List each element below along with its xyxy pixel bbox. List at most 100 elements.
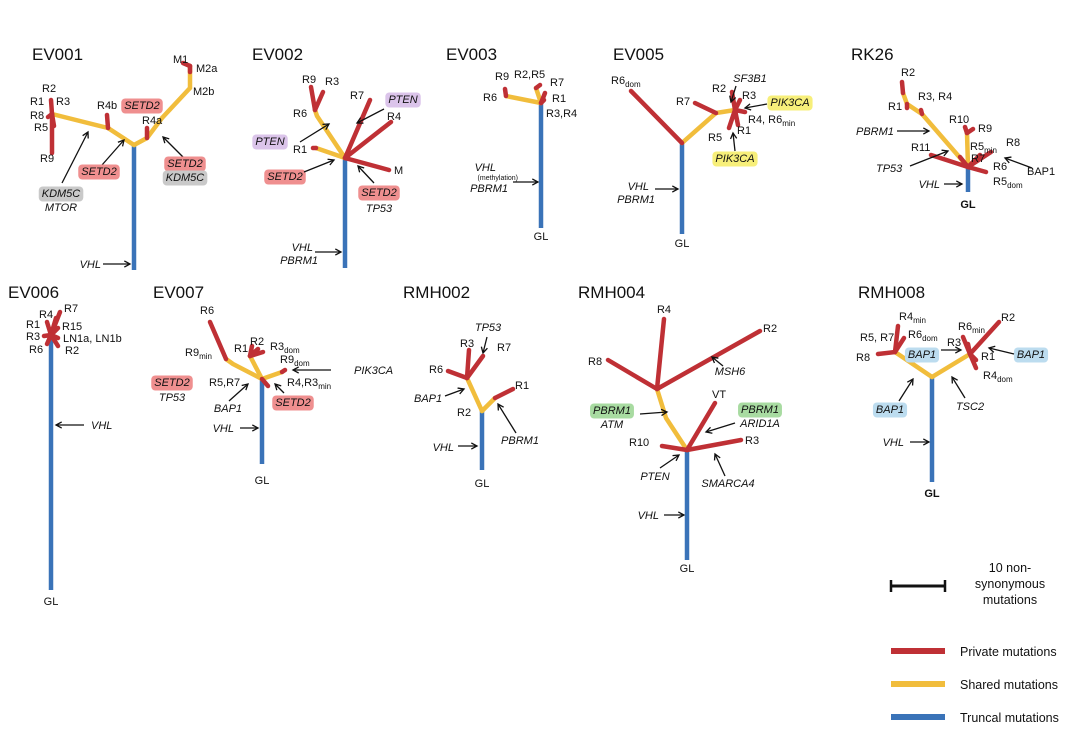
gene-label: PTEN: [640, 471, 669, 483]
legend-label: Shared mutations: [960, 678, 1058, 692]
private-branch: [684, 437, 744, 453]
gene-label: TP53: [366, 203, 393, 215]
tree-title: EV006: [8, 283, 59, 302]
private-branch: [654, 328, 763, 392]
arrowhead: [291, 366, 300, 374]
branch-label: R3: [745, 435, 759, 447]
arrowhead: [987, 345, 996, 353]
arrowhead: [251, 424, 260, 432]
private-branch: [538, 97, 547, 106]
private-branch: [48, 97, 55, 117]
branch-label: R1: [888, 101, 902, 113]
private-branch: [692, 100, 719, 116]
gene-highlight: [872, 402, 908, 418]
shared-branch: [654, 386, 690, 453]
branch-label: GL: [960, 199, 976, 211]
arrowhead: [355, 117, 364, 124]
private-branch: [875, 349, 898, 357]
gene-label: ARID1A: [739, 418, 780, 430]
gene-label: MSH6: [715, 366, 746, 378]
arrow: [356, 108, 385, 124]
gene-label: VHL: [213, 423, 234, 435]
branch-label: R4min: [899, 311, 926, 325]
gene-highlight: [78, 164, 120, 180]
arrow: [1004, 157, 1033, 169]
gene-label: BAP1: [1017, 349, 1045, 361]
branch-label: R2: [457, 407, 471, 419]
arrowhead: [672, 454, 681, 462]
gene-highlight: [904, 347, 940, 363]
legend-label: Private mutations: [960, 645, 1057, 659]
arrowhead: [671, 185, 680, 193]
private-branch: [654, 316, 667, 392]
gene-highlight: [164, 156, 206, 172]
arrow: [659, 454, 680, 469]
gene-highlight: [385, 92, 421, 108]
gene-label: VHL: [883, 437, 904, 449]
branch-label: R7: [676, 96, 690, 108]
branch-label: R4a: [142, 115, 163, 127]
branch-label: R5min: [970, 141, 997, 155]
arrowhead: [941, 149, 950, 157]
private-branch: [684, 400, 718, 453]
gene-note: (methylation): [478, 175, 518, 182]
branch-label: R3: [325, 76, 339, 88]
gene-highlight: [252, 134, 288, 150]
gene-label: KDM5C: [166, 172, 205, 184]
gene-highlight: [162, 170, 208, 186]
arrow: [951, 376, 966, 399]
scale-bar-label: 10 non-: [989, 561, 1031, 575]
shared-branch: [479, 395, 498, 414]
branch-label: R9: [40, 153, 54, 165]
arrowhead: [123, 260, 132, 268]
arrowhead: [457, 387, 466, 395]
private-branch: [259, 376, 271, 389]
arrow: [357, 165, 375, 184]
gene-highlight: [712, 151, 758, 167]
arrowhead: [954, 346, 963, 354]
gene-label: BAP1: [214, 403, 242, 415]
branch-label: R6: [429, 364, 443, 376]
branch-label: R3dom: [270, 341, 300, 355]
branch-label: R8: [856, 352, 870, 364]
arrow: [101, 139, 125, 166]
branch-label: R4: [39, 309, 53, 321]
tree-ev002: EV002 R9 R3 R6 R7 R4 R1 M PTEN PTEN SETD2 SETD2 TP53…: [252, 45, 421, 268]
branch-label: R9min: [185, 347, 212, 361]
branch-label: GL: [44, 596, 59, 608]
gene-highlight: [272, 395, 314, 411]
shared-branch: [929, 351, 973, 380]
branch-label: R9dom: [280, 354, 310, 368]
branch-label: R1: [293, 144, 307, 156]
branch-label: M1: [173, 54, 188, 66]
arrowhead: [955, 180, 964, 188]
arrowhead: [922, 127, 931, 135]
private-branch: [342, 119, 394, 161]
gene-label: VHL: [433, 442, 454, 454]
gene-label: SETD2: [267, 171, 302, 183]
private-branch: [965, 152, 983, 170]
shared-branch: [964, 130, 971, 170]
gene-label: PBRM1: [593, 405, 631, 417]
branch-label: M: [394, 165, 403, 177]
arrow: [714, 453, 726, 477]
arrow: [482, 336, 488, 354]
arrowhead: [1003, 156, 1012, 164]
gene-highlight: [121, 98, 163, 114]
private-branch: [533, 82, 543, 91]
arrowhead: [660, 408, 669, 417]
private-branch: [207, 319, 229, 362]
private-branch: [247, 349, 266, 359]
branch-label: R1: [30, 96, 44, 108]
private-branch: [726, 107, 738, 131]
branch-label: R3: [742, 90, 756, 102]
private-branch: [502, 86, 509, 99]
gene-label: PBRM1: [617, 194, 655, 206]
gene-label: SETD2: [81, 166, 116, 178]
gene-label: VHL: [292, 242, 313, 254]
arrow: [732, 132, 736, 152]
branch-label: R4b: [97, 100, 117, 112]
private-branch: [967, 351, 979, 371]
